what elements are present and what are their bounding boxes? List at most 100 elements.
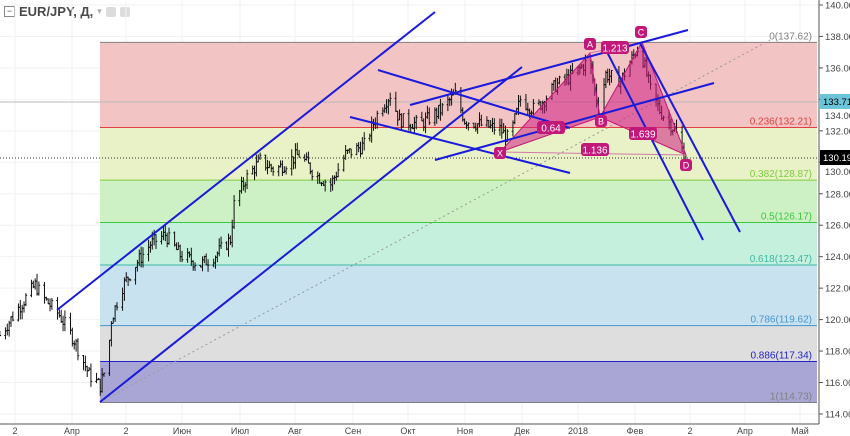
ohlc-bar [336, 163, 340, 178]
pattern-point-label: C [638, 28, 645, 38]
y-tick-label: 130.00 [825, 167, 850, 178]
ohlc-bar [4, 327, 7, 340]
ohlc-bar [59, 309, 63, 323]
pattern-point-badge [635, 26, 647, 38]
ohlc-bar [5, 323, 9, 336]
ohlc-bar [46, 298, 50, 305]
ohlc-bar [141, 247, 145, 268]
ohlc-bar [206, 259, 210, 272]
ohlc-bar [427, 107, 431, 126]
ohlc-bar [69, 312, 72, 335]
ohlc-bar [35, 273, 39, 296]
ohlc-bar [24, 293, 28, 307]
price-bars [0, 46, 688, 396]
symbol-header: − EUR/JPY, Д, ▾ [4, 4, 130, 19]
pattern-point-label: B [598, 117, 604, 127]
pattern-ratio-label: 1.136 [582, 146, 607, 157]
pattern-ratio-badge [581, 143, 609, 156]
ohlc-bar [467, 122, 470, 131]
ohlc-bar [0, 330, 2, 337]
x-tick-label: Июн [173, 426, 191, 436]
symbol-title[interactable]: EUR/JPY, Д, [19, 4, 94, 19]
y-tick-label: 132.00 [825, 126, 850, 137]
y-tick-label: 136.00 [825, 63, 850, 74]
ohlc-bar [17, 303, 20, 322]
ohlc-bar [48, 298, 52, 312]
ohlc-bar [610, 69, 613, 83]
pattern-point-label: D [683, 161, 690, 171]
ohlc-bar [58, 309, 61, 318]
x-tick-label: Сен [345, 426, 362, 436]
fib-level-label: 0.786(119.62) [750, 315, 812, 326]
descending-line-2[interactable] [349, 116, 571, 174]
gear-icon[interactable] [119, 6, 130, 17]
x-tick-label: Май [791, 426, 809, 436]
x-tick-label: 2 [123, 426, 128, 436]
y-tick-label: 138.00 [825, 32, 850, 43]
ohlc-bar [349, 148, 353, 159]
y-tick-label: 126.00 [825, 221, 850, 232]
fib-band [100, 361, 817, 403]
ohlc-bar [193, 262, 197, 271]
trend-lines[interactable] [56, 11, 741, 403]
pattern-labels: X A B C D 0.64 1.213 1.639 1.136 [494, 26, 692, 171]
y-tick-label: 122.00 [825, 284, 850, 295]
fib-level-label: 0.886(117.34) [750, 350, 812, 361]
pattern-ratio-label: 1.639 [630, 130, 655, 141]
ohlc-bar [102, 372, 106, 377]
price-axis[interactable]: 140.00 138.00 136.00 134.00 132.00 130.00 128.… [819, 1, 850, 421]
ohlc-bar [22, 301, 26, 313]
ohlc-bar [84, 355, 87, 372]
ohlc-bar [532, 98, 535, 118]
ohlc-bar [493, 118, 496, 135]
fib-band [100, 42, 817, 128]
rising-line-upper[interactable] [409, 29, 689, 106]
ohlc-bar [154, 234, 158, 250]
ohlc-bar [43, 282, 46, 304]
falling-channel-left[interactable] [604, 47, 704, 241]
ohlc-bar [95, 372, 98, 384]
ohlc-bar [284, 166, 288, 175]
descending-line-1[interactable] [377, 69, 571, 129]
ohlc-bar [271, 166, 275, 176]
fib-retracement[interactable]: 0(137.62) 0.236(132.21) 0.382(128.87) 0.5(1… [100, 31, 817, 403]
pattern-point-badge [584, 38, 596, 50]
pattern-ratio-badge [537, 121, 565, 134]
fib-band [100, 222, 817, 266]
x-tick-label: Фев [627, 426, 644, 436]
pattern-point-label: X [497, 149, 503, 159]
ohlc-bar [76, 338, 80, 361]
y-tick-label: 140.00 [825, 1, 850, 12]
marker-price-label: 133.71 [820, 94, 850, 109]
fib-trend-dotted-line[interactable] [99, 39, 771, 403]
ohlc-bar [245, 169, 249, 190]
pattern-ratio-label: 0.64 [541, 124, 561, 135]
x-tick-label: 2 [687, 426, 692, 436]
ohlc-bar [9, 316, 13, 327]
ohlc-bar [388, 92, 392, 106]
x-tick-label: Дек [514, 426, 529, 436]
channel-lower-line[interactable] [99, 66, 523, 403]
time-axis[interactable]: 2 Апр 2 Июн Июл Авг Сен Окт Ноя Дек 2018 Фев 2 Апр Май [12, 426, 808, 436]
eye-icon[interactable] [105, 6, 116, 17]
chevron-down-icon[interactable]: ▾ [97, 6, 102, 16]
x-tick-label: Окт [400, 426, 415, 436]
y-tick-label: 134.00 [825, 111, 850, 122]
ohlc-bar [37, 281, 41, 296]
pattern-xab-triangle[interactable] [499, 51, 601, 153]
ohlc-bar [258, 152, 262, 160]
last-price-text: 130.19 [823, 153, 850, 164]
pattern-point-badge [680, 159, 692, 171]
ohlc-bar [180, 250, 184, 263]
ohlc-bar [362, 132, 366, 151]
channel-upper-line[interactable] [56, 11, 436, 311]
fib-level-label: 0(137.62) [769, 31, 812, 42]
falling-channel-right[interactable] [639, 42, 741, 233]
ohlc-bar [61, 315, 65, 332]
y-tick-label: 128.00 [825, 189, 850, 200]
ohlc-bar [115, 302, 119, 311]
ohlc-bar [72, 340, 76, 350]
fib-band [100, 265, 817, 326]
pattern-ratio-badge [601, 41, 629, 54]
